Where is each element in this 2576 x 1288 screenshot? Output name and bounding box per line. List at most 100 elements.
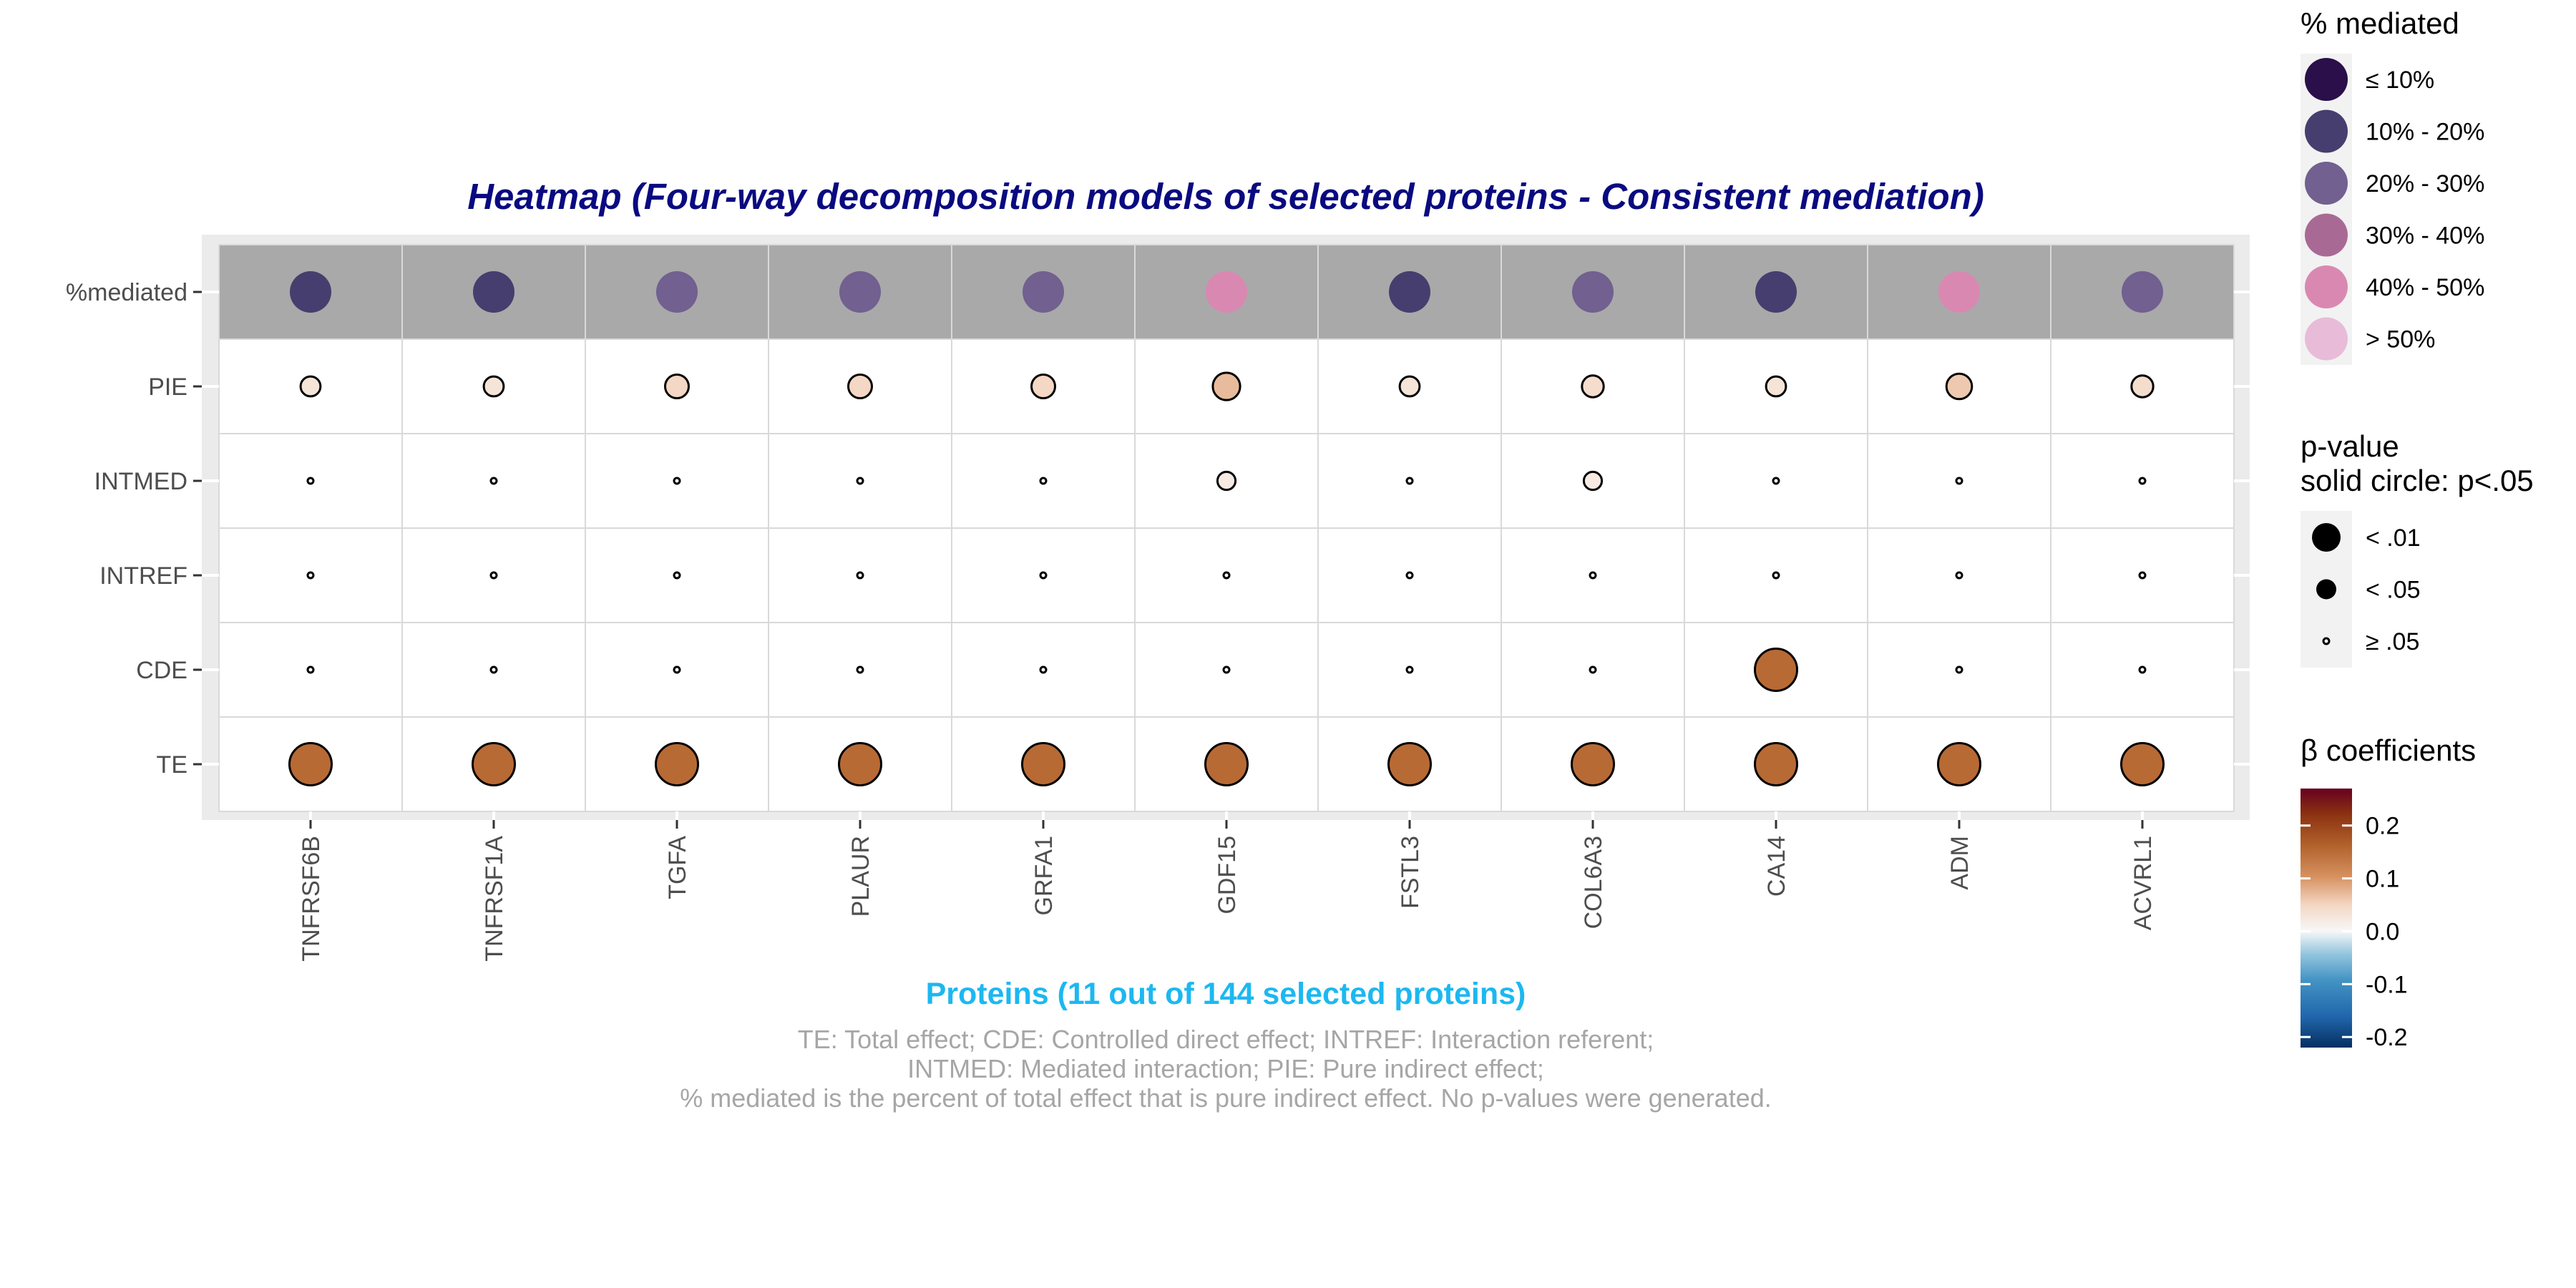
effect-circle <box>1021 742 1065 786</box>
colorbar-tick-label: 0.2 <box>2366 813 2399 840</box>
colorbar-tick-label: 0.0 <box>2366 918 2399 945</box>
effect-circle <box>489 571 498 580</box>
effect-circle <box>306 477 315 485</box>
x-tick-label: TNFRSF1A <box>481 836 508 962</box>
effect-circle <box>673 477 681 485</box>
effect-circle <box>1039 477 1048 485</box>
legend-mediated-title: % mediated <box>2301 6 2459 40</box>
effect-circle <box>489 665 498 674</box>
y-tick-label: TE <box>157 751 187 779</box>
y-tick-label: INTMED <box>94 468 187 495</box>
mediated-circle <box>473 271 514 313</box>
legend-mediated-label: 40% - 50% <box>2366 274 2484 301</box>
legend-pvalue-label: < .01 <box>2366 525 2421 552</box>
effect-circle <box>2120 742 2165 786</box>
effect-circle <box>1222 665 1231 674</box>
legend-pvalue-label: < .05 <box>2366 577 2421 604</box>
effect-circle <box>1772 571 1780 580</box>
effect-circle <box>1405 477 1414 485</box>
legend-pvalue-title-line-2: solid circle: p<.05 <box>2301 464 2534 497</box>
effect-circle <box>472 742 516 786</box>
legend-mediated-label: 20% - 30% <box>2366 170 2484 197</box>
colorbar-tick-label: 0.1 <box>2366 866 2399 893</box>
effect-circle <box>664 374 690 399</box>
effect-circle <box>673 665 681 674</box>
effect-circle <box>1582 470 1604 492</box>
effect-circle <box>1772 477 1780 485</box>
effect-circle <box>856 571 864 580</box>
effect-circle <box>856 477 864 485</box>
effect-circle <box>1405 571 1414 580</box>
effect-circle <box>1754 742 1798 786</box>
effect-circle <box>1581 374 1605 399</box>
y-tick-label: INTREF <box>99 562 187 590</box>
legend-mediated-label: 30% - 40% <box>2366 223 2484 250</box>
effect-circle <box>1945 372 1974 401</box>
effect-circle <box>1211 371 1241 401</box>
legend-mediated-swatch <box>2305 162 2348 205</box>
legend-pvalue-swatch <box>2312 523 2341 552</box>
x-tick-label: FSTL3 <box>1397 836 1424 909</box>
mediated-circle <box>1572 271 1614 313</box>
x-tick-label: ACVRL1 <box>2129 836 2157 930</box>
effect-circle <box>1589 665 1597 674</box>
effect-circle <box>1398 375 1421 398</box>
legend-beta: β coefficients 0.2 0.1 0.0 -0.1 -0.2 <box>2301 733 2476 1051</box>
effect-circle <box>1955 571 1963 580</box>
effect-circle <box>1571 742 1615 786</box>
y-tick-label: %mediated <box>66 279 187 306</box>
legend-mediated-swatch <box>2305 213 2348 257</box>
effect-circle <box>1204 742 1249 786</box>
caption-line-1: TE: Total effect; CDE: Controlled direct… <box>798 1025 1654 1054</box>
effect-circle <box>1039 571 1048 580</box>
x-tick-label: PLAUR <box>847 836 874 917</box>
effect-circle <box>847 374 873 399</box>
effect-circle <box>655 742 699 786</box>
effect-circle <box>306 665 315 674</box>
effect-circle <box>1216 470 1237 492</box>
y-tick-label: CDE <box>136 657 187 684</box>
x-tick-label: TNFRSF6B <box>298 836 325 962</box>
legend-mediated-label: > 50% <box>2366 326 2435 353</box>
effect-circle <box>489 477 498 485</box>
legend-mediated-swatch <box>2305 58 2348 101</box>
mediated-circle <box>2122 271 2163 313</box>
effect-circle <box>2130 374 2155 399</box>
legend-mediated-swatch <box>2305 109 2348 153</box>
legend-mediated: % mediated ≤ 10% 10% - 20% 20% - 30% 30% - … <box>2301 6 2484 365</box>
effect-circle <box>1387 742 1432 786</box>
legend-mediated-label: 10% - 20% <box>2366 119 2484 146</box>
mediated-circle <box>1206 271 1247 313</box>
effect-circle <box>1937 742 1981 786</box>
x-tick-label: GDF15 <box>1214 836 1241 914</box>
effect-circle <box>1030 374 1056 399</box>
effect-circle <box>482 375 505 398</box>
mediated-circle <box>656 271 698 313</box>
effect-circle <box>299 375 322 398</box>
legend-beta-title: β coefficients <box>2301 733 2476 767</box>
effect-circle <box>1765 375 1787 398</box>
colorbar-tick-label: -0.1 <box>2366 971 2408 998</box>
effect-circle <box>1955 477 1963 485</box>
mediated-circle <box>839 271 881 313</box>
effect-circle <box>1405 665 1414 674</box>
mediated-circle <box>1023 271 1064 313</box>
mediated-circle <box>290 271 331 313</box>
x-tick-label: COL6A3 <box>1580 836 1607 929</box>
x-tick-label: GRFA1 <box>1030 836 1058 915</box>
effect-circle <box>306 571 315 580</box>
legend-pvalue-swatch <box>2316 579 2336 600</box>
beta-colorbar <box>2301 789 2352 1048</box>
legend-pvalue-label: ≥ .05 <box>2366 628 2419 655</box>
effect-circle <box>1955 665 1963 674</box>
legend-mediated-label: ≤ 10% <box>2366 67 2434 94</box>
effect-circle <box>838 742 882 786</box>
x-tick-label: TGFA <box>664 836 691 899</box>
mediated-circle <box>1755 271 1797 313</box>
caption-line-2: INTMED: Mediated interaction; PIE: Pure … <box>907 1054 1544 1083</box>
x-tick-label: ADM <box>1946 836 1974 890</box>
effect-circle <box>288 742 333 786</box>
plot-area: %mediated PIE INTMED INTREF CDE TE TNFRSF6B TNF… <box>66 235 2250 962</box>
effect-circle <box>1754 648 1798 692</box>
